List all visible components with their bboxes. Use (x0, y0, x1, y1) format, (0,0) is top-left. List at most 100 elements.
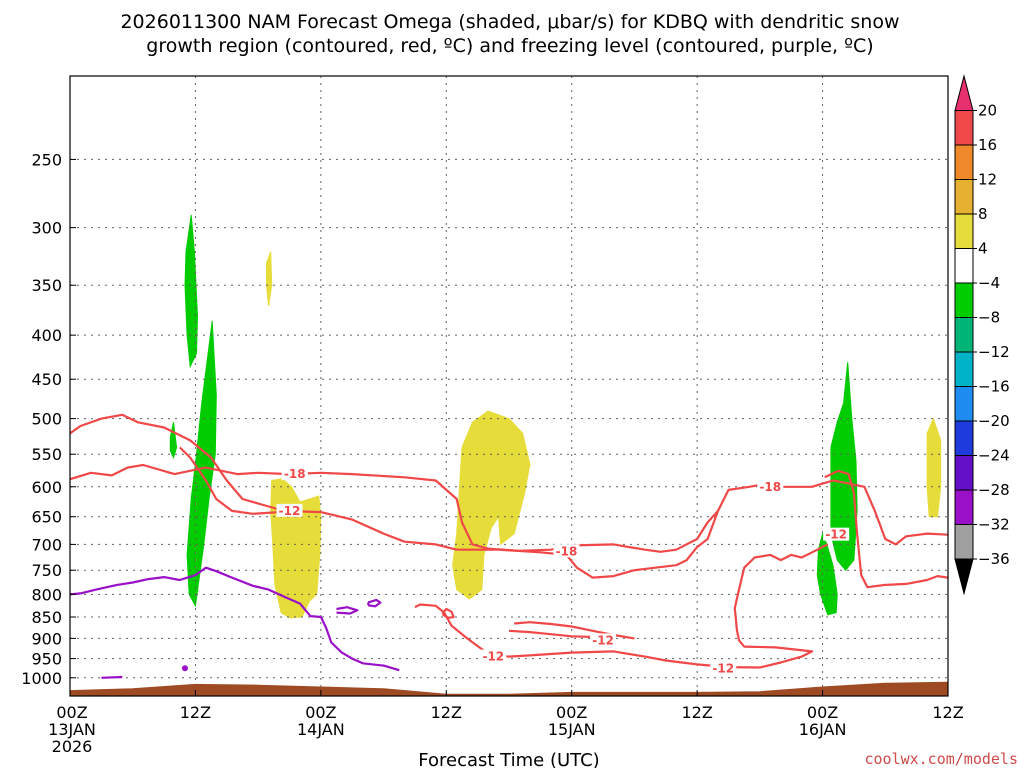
y-tick-label-700: 700 (31, 535, 62, 554)
y-axis: 250 300 350 400 450 500 550 600 650 700 750 800 850 9… (21, 150, 76, 688)
colorbar-bin-12 (954, 489, 974, 525)
colorbar-label-13: −36 (978, 550, 1010, 568)
y-tick-label-900: 900 (31, 629, 62, 648)
colorbar-bin-5 (954, 248, 974, 284)
title-line-2: growth region (contoured, red, ºC) and f… (146, 35, 873, 57)
y-tick-label-450: 450 (31, 370, 62, 389)
colorbar-label-0: 20 (978, 102, 997, 120)
y-tick-label-500: 500 (31, 410, 62, 429)
y-tick-label-600: 600 (31, 478, 62, 497)
dgz-label-bg-0 (281, 467, 308, 481)
y-tick-label-650: 650 (31, 508, 62, 527)
dgz-label-bg-4 (480, 649, 507, 663)
colorbar-label-7: −12 (978, 343, 1010, 361)
colorbar-bin-4 (954, 213, 974, 249)
terrain (70, 681, 948, 696)
x-tick-label-12-0: 12Z (180, 703, 211, 722)
y-tick-label-550: 550 (31, 445, 62, 464)
dgz-contour-minus12-small-loop (442, 607, 455, 619)
colorbar-bin-1 (954, 110, 974, 146)
omega-region-ascent-12z-upper (184, 214, 199, 369)
colorbar-label-8: −16 (978, 378, 1010, 396)
colorbar-label-2: 12 (978, 171, 997, 189)
dgz-label-bg-5 (710, 661, 737, 675)
omega-region-descent-19z (270, 478, 322, 619)
x-tick-label-72-1: 16JAN (799, 720, 847, 739)
colorbar-bin-6 (954, 282, 974, 318)
colorbar-bin-8 (954, 351, 974, 387)
dgz-label-bg-6 (757, 479, 784, 493)
freezing-level-contours (70, 566, 400, 679)
plot-background (70, 76, 948, 696)
colorbar-label-4: 4 (978, 240, 988, 258)
x-tick-label-24-1: 14JAN (297, 720, 345, 739)
x-tick-label-0-0: 00Z (56, 703, 87, 722)
dgz-contour-minus12-lower-inner (508, 629, 614, 639)
freezing-level-surface-left (101, 675, 123, 679)
x-tick-label-48-1: 15JAN (548, 720, 596, 739)
freezing-point-0 (181, 665, 188, 672)
x-tick-label-84-0: 12Z (932, 703, 963, 722)
colorbar-bin-13 (954, 524, 974, 560)
freezing-level-loop-small (366, 598, 382, 608)
colorbar-label-6: −8 (978, 309, 1000, 327)
x-tick-label-0-2: 2026 (52, 737, 93, 756)
y-tick-label-300: 300 (31, 219, 62, 238)
freezing-level-loop (336, 606, 359, 615)
colorbar-bin-7 (954, 317, 974, 353)
y-tick-label-800: 800 (31, 585, 62, 604)
x-tick-label-36-0: 12Z (431, 703, 462, 722)
dgz-label-6: -18 (759, 480, 781, 494)
colorbar-label-3: 8 (978, 205, 988, 223)
colorbar: 20 16 12 8 4 −4 −8 −12 −16 −20 −24 −28 −32 −36 (954, 74, 1010, 596)
omega-region-descent-late (926, 417, 942, 518)
dgz-contour-labels: -18 -12 -18 -12 -12 -12 -18 -12 (276, 467, 850, 675)
chart-title: 2026011300 NAM Forecast Omega (shaded, μ… (120, 11, 899, 57)
dgz-contours (70, 413, 948, 669)
colorbar-label-10: −24 (978, 447, 1010, 465)
dgz-label-1: -12 (279, 504, 301, 518)
colorbar-label-5: −4 (978, 274, 1000, 292)
dgz-contour-minus18-lower (179, 446, 280, 515)
colorbar-bin-14 (954, 558, 974, 596)
dgz-label-bg-1 (276, 503, 303, 517)
dgz-label-bg-2 (553, 544, 580, 558)
title-line-1: 2026011300 NAM Forecast Omega (shaded, μ… (120, 11, 899, 33)
dgz-label-3: -12 (592, 633, 614, 647)
colorbar-bin-10 (954, 420, 974, 456)
y-tick-label-400: 400 (31, 326, 62, 345)
x-tick-label-60-0: 12Z (681, 703, 712, 722)
dgz-label-5: -12 (712, 661, 734, 675)
dgz-label-2: -18 (556, 544, 578, 558)
x-axis-label: Forecast Time (UTC) (418, 750, 599, 768)
y-tick-label-750: 750 (31, 561, 62, 580)
y-tick-label-350: 350 (31, 276, 62, 295)
colorbar-label-12: −32 (978, 516, 1010, 534)
y-tick-label-950: 950 (31, 650, 62, 669)
dgz-label-bg-7 (823, 527, 850, 541)
y-tick-label-1000: 1000 (21, 669, 62, 688)
freezing-level-main (70, 566, 400, 672)
colorbar-bin-0 (954, 74, 974, 111)
dgz-contour-minus18-right (824, 469, 948, 589)
colorbar-bin-11 (954, 455, 974, 491)
y-tick-label-850: 850 (31, 608, 62, 627)
y-tick-label-250: 250 (31, 150, 62, 169)
colorbar-label-11: −28 (978, 481, 1010, 499)
omega-region-descent-15z (266, 251, 273, 307)
colorbar-label-1: 16 (978, 136, 997, 154)
plot-frame (69, 75, 949, 697)
dgz-label-0: -18 (284, 467, 306, 481)
credit-text: coolwx.com/models (864, 750, 1018, 768)
x-tick-label-24-0: 00Z (305, 703, 336, 722)
dgz-label-bg-3 (590, 633, 617, 647)
dgz-label-7: -12 (825, 528, 847, 542)
colorbar-label-9: −20 (978, 412, 1010, 430)
x-tick-label-72-0: 00Z (807, 703, 838, 722)
terrain-fill (70, 681, 948, 696)
dgz-contour-minus12-lower-west (414, 543, 829, 669)
x-tick-label-48-0: 00Z (556, 703, 587, 722)
dgz-contour-minus18-main (70, 463, 719, 553)
